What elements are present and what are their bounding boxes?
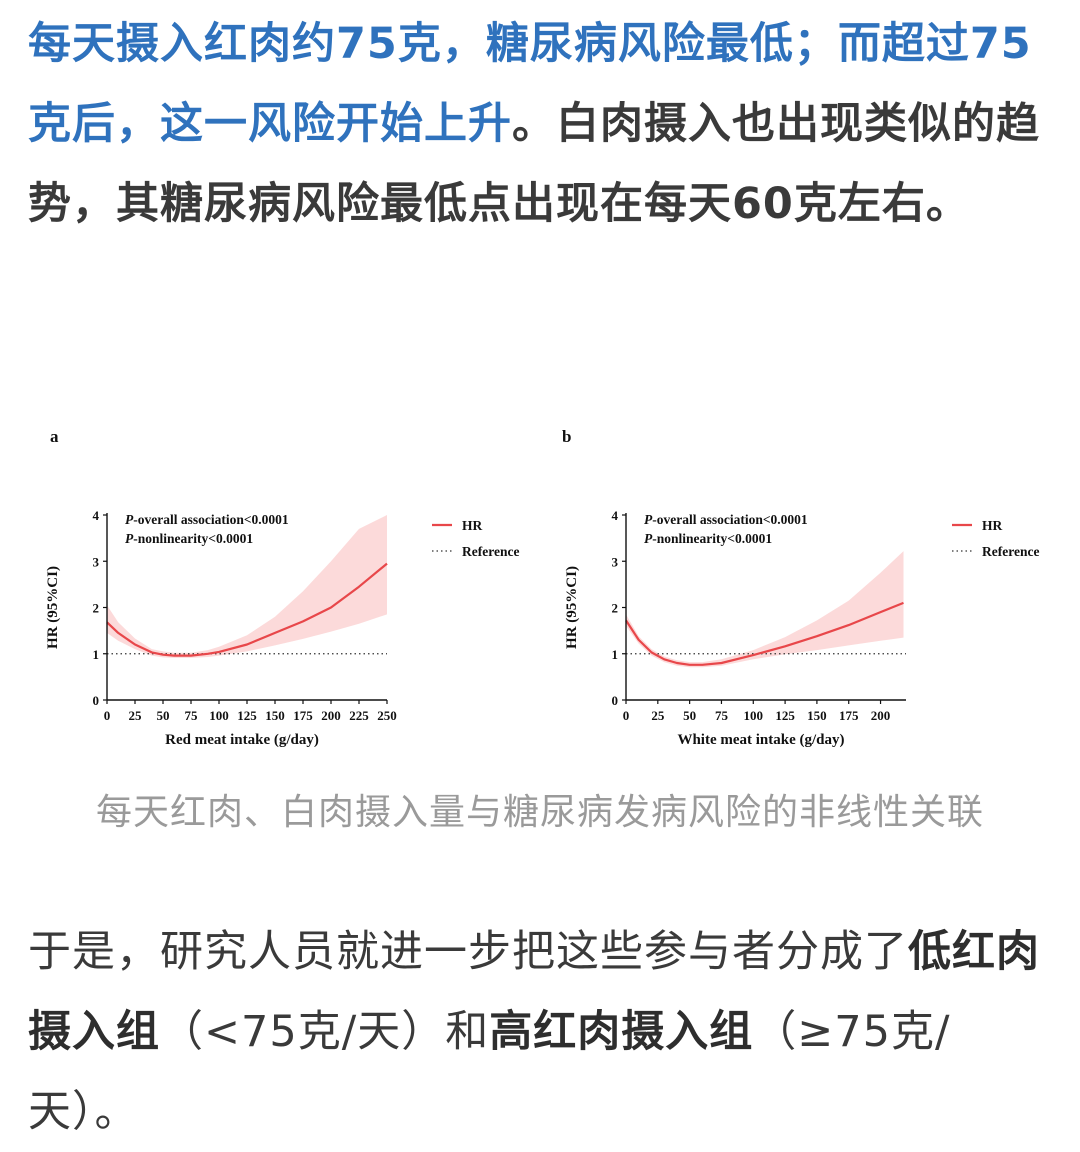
panel-b-label: b <box>562 427 571 446</box>
panel-a-x-axis-label: Red meat intake (g/day) <box>165 732 319 748</box>
figure-meat-intake-charts: a 0 1 2 3 4 0 25 50 75 100 125 150 175 200 225 250 Red me… <box>0 415 1080 760</box>
low-red-meat-group-label: 低红肉摄入组 <box>28 927 1040 1057</box>
panel-a-x-tick-label: 100 <box>209 708 229 723</box>
panel-a-x-tick-label: 200 <box>321 708 341 723</box>
paragraph-grouping-text-3: （≥75克/天）。 <box>28 1007 951 1137</box>
paragraph-grouping-text-2: （<75克/天）和 <box>160 1007 490 1057</box>
panel-a-x-tick-label: 50 <box>157 708 170 723</box>
panel-a-ci-band <box>107 515 387 658</box>
panel-a-legend-reference-label: Reference <box>462 544 519 559</box>
panel-b-annotation: P-nonlinearity<0.0001 <box>644 531 772 546</box>
panel-b-annotation: P-overall association<0.0001 <box>644 512 808 527</box>
panel-a-y-tick-label: 0 <box>93 693 100 708</box>
panel-b-x-tick-label: 200 <box>871 708 891 723</box>
panel-b-y-tick-label: 0 <box>612 693 619 708</box>
panel-b-annotation-text: -nonlinearity<0.0001 <box>652 531 772 546</box>
panel-a-x-tick-label: 250 <box>377 708 397 723</box>
panel-a-annotation-text: -overall association<0.0001 <box>133 512 289 527</box>
panel-a-hr-line <box>106 562 388 657</box>
paragraph-intro: 每天摄入红肉约75克，糖尿病风险最低；而超过75克后，这一风险开始上升。白肉摄入… <box>28 4 1058 244</box>
panel-b-y-axis-label: HR (95%CI) <box>564 566 580 649</box>
panel-b-x-tick-label: 75 <box>715 708 729 723</box>
panel-b-legend-reference-label: Reference <box>982 544 1039 559</box>
panel-a-x-tick-label: 225 <box>349 708 369 723</box>
panel-a-x-tick-label: 150 <box>265 708 285 723</box>
panel-b-y-tick-label: 1 <box>612 647 619 662</box>
paragraph-grouping-text-1: 于是，研究人员就进一步把这些参与者分成了 <box>28 927 908 977</box>
panel-b-x-tick-label: 150 <box>807 708 827 723</box>
paragraph-intro-rest: 。白肉摄入也出现类似的趋势，其糖尿病风险最低点出现在每天60克左右。 <box>28 99 1040 229</box>
panel-a-legend-hr-label: HR <box>462 518 483 533</box>
panel-b-hr-line <box>625 601 904 666</box>
panel-b-annotation-text: -overall association<0.0001 <box>652 512 808 527</box>
panel-b-x-tick-label: 175 <box>839 708 859 723</box>
panel-a-y-tick-label: 1 <box>93 647 100 662</box>
panel-b-legend-hr-label: HR <box>982 518 1003 533</box>
panel-b-x-tick-label: 0 <box>623 708 630 723</box>
panel-a-annotation-p: P <box>125 531 134 546</box>
paragraph-grouping: 于是，研究人员就进一步把这些参与者分成了低红肉摄入组（<75克/天）和高红肉摄入… <box>28 912 1058 1152</box>
panel-b-x-tick-label: 125 <box>775 708 795 723</box>
panel-b-x-axis-label: White meat intake (g/day) <box>677 732 844 748</box>
panel-a-x-tick-label: 175 <box>293 708 313 723</box>
panel-a-annotation: P-nonlinearity<0.0001 <box>125 531 253 546</box>
panel-a-y-tick-label: 2 <box>93 601 100 616</box>
panel-a-annotation-p: P <box>125 512 134 527</box>
panel-b-annotation-p: P <box>644 512 653 527</box>
panel-a-annotation: P-overall association<0.0001 <box>125 512 289 527</box>
high-red-meat-group-label: 高红肉摄入组 <box>489 1007 754 1057</box>
panel-b-y-tick-label: 3 <box>612 554 619 569</box>
panel-b-ci-band <box>626 551 904 668</box>
panel-a-x-tick-label: 75 <box>185 708 199 723</box>
panel-b-y-tick-label: 4 <box>612 508 619 523</box>
panel-a-label: a <box>50 427 59 446</box>
panel-b-annotation-p: P <box>644 531 653 546</box>
panel-a-x-tick-label: 25 <box>129 708 143 723</box>
panel-b-y-tick-label: 2 <box>612 601 619 616</box>
highlighted-finding: 每天摄入红肉约75克，糖尿病风险最低；而超过75克后，这一风险开始上升 <box>28 19 1032 149</box>
panel-a-y-tick-label: 4 <box>93 508 100 523</box>
panel-a-y-tick-label: 3 <box>93 554 100 569</box>
panel-a-x-tick-label: 125 <box>237 708 257 723</box>
panel-b-x-tick-label: 100 <box>744 708 764 723</box>
panel-a-x-tick-label: 0 <box>104 708 111 723</box>
panel-b-x-tick-label: 25 <box>651 708 665 723</box>
panel-a-annotation-text: -nonlinearity<0.0001 <box>133 531 253 546</box>
figure-caption: 每天红肉、白肉摄入量与糖尿病发病风险的非线性关联 <box>95 792 984 833</box>
panel-a-y-axis-label: HR (95%CI) <box>45 566 61 649</box>
panel-b-x-tick-label: 50 <box>683 708 696 723</box>
